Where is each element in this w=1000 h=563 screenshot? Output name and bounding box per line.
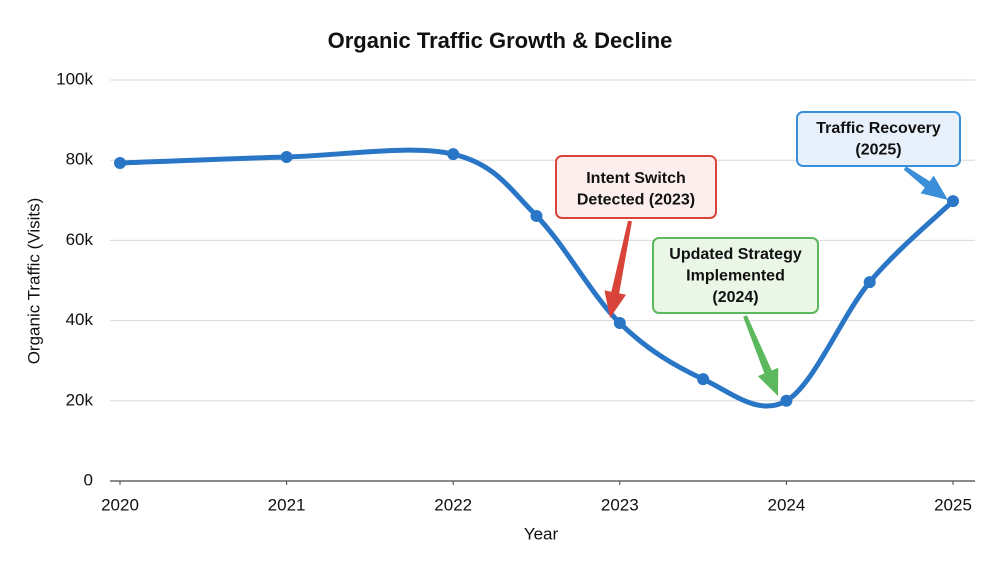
- annotation-text: Implemented: [686, 268, 785, 285]
- annotation-text: Intent Switch: [586, 170, 686, 187]
- x-tick-label: 2023: [601, 495, 639, 514]
- annotation-arrow: [903, 166, 948, 200]
- annotation-box: [796, 111, 961, 167]
- annotation-text: Updated Strategy: [669, 246, 802, 263]
- point: [280, 150, 293, 163]
- x-tick-label: 2024: [767, 495, 805, 514]
- x-tick-label: 2020: [101, 495, 139, 514]
- x-tick-label: 2025: [934, 495, 972, 514]
- point: [863, 276, 876, 289]
- point: [447, 148, 460, 161]
- annotation-text: Traffic Recovery: [816, 120, 941, 137]
- annotation-text: (2024): [712, 289, 758, 306]
- x-tick-label: 2021: [268, 495, 306, 514]
- chart-title: Organic Traffic Growth & Decline: [328, 28, 673, 53]
- annotation-text: (2025): [855, 142, 901, 159]
- point: [780, 394, 793, 407]
- annotation-arrow: [743, 315, 779, 396]
- annotation-box: [652, 237, 819, 314]
- y-tick-label: 80k: [66, 150, 94, 169]
- y-axis-label: Organic Traffic (Visits): [24, 198, 43, 365]
- point: [613, 317, 626, 330]
- y-tick-label: 40k: [66, 310, 94, 329]
- point: [530, 209, 543, 222]
- annotation-box: [555, 155, 717, 219]
- annotation-text: Detected (2023): [577, 192, 695, 209]
- x-tick-label: 2022: [434, 495, 472, 514]
- point: [697, 373, 710, 386]
- point: [947, 195, 959, 208]
- y-tick-label: 100k: [56, 69, 93, 88]
- annotation-arrow: [604, 220, 632, 318]
- point: [114, 157, 126, 170]
- y-tick-label: 0: [84, 470, 93, 489]
- y-tick-label: 60k: [66, 230, 94, 249]
- x-axis-label: Year: [524, 524, 559, 543]
- line: [119, 147, 955, 409]
- y-tick-label: 20k: [66, 390, 94, 409]
